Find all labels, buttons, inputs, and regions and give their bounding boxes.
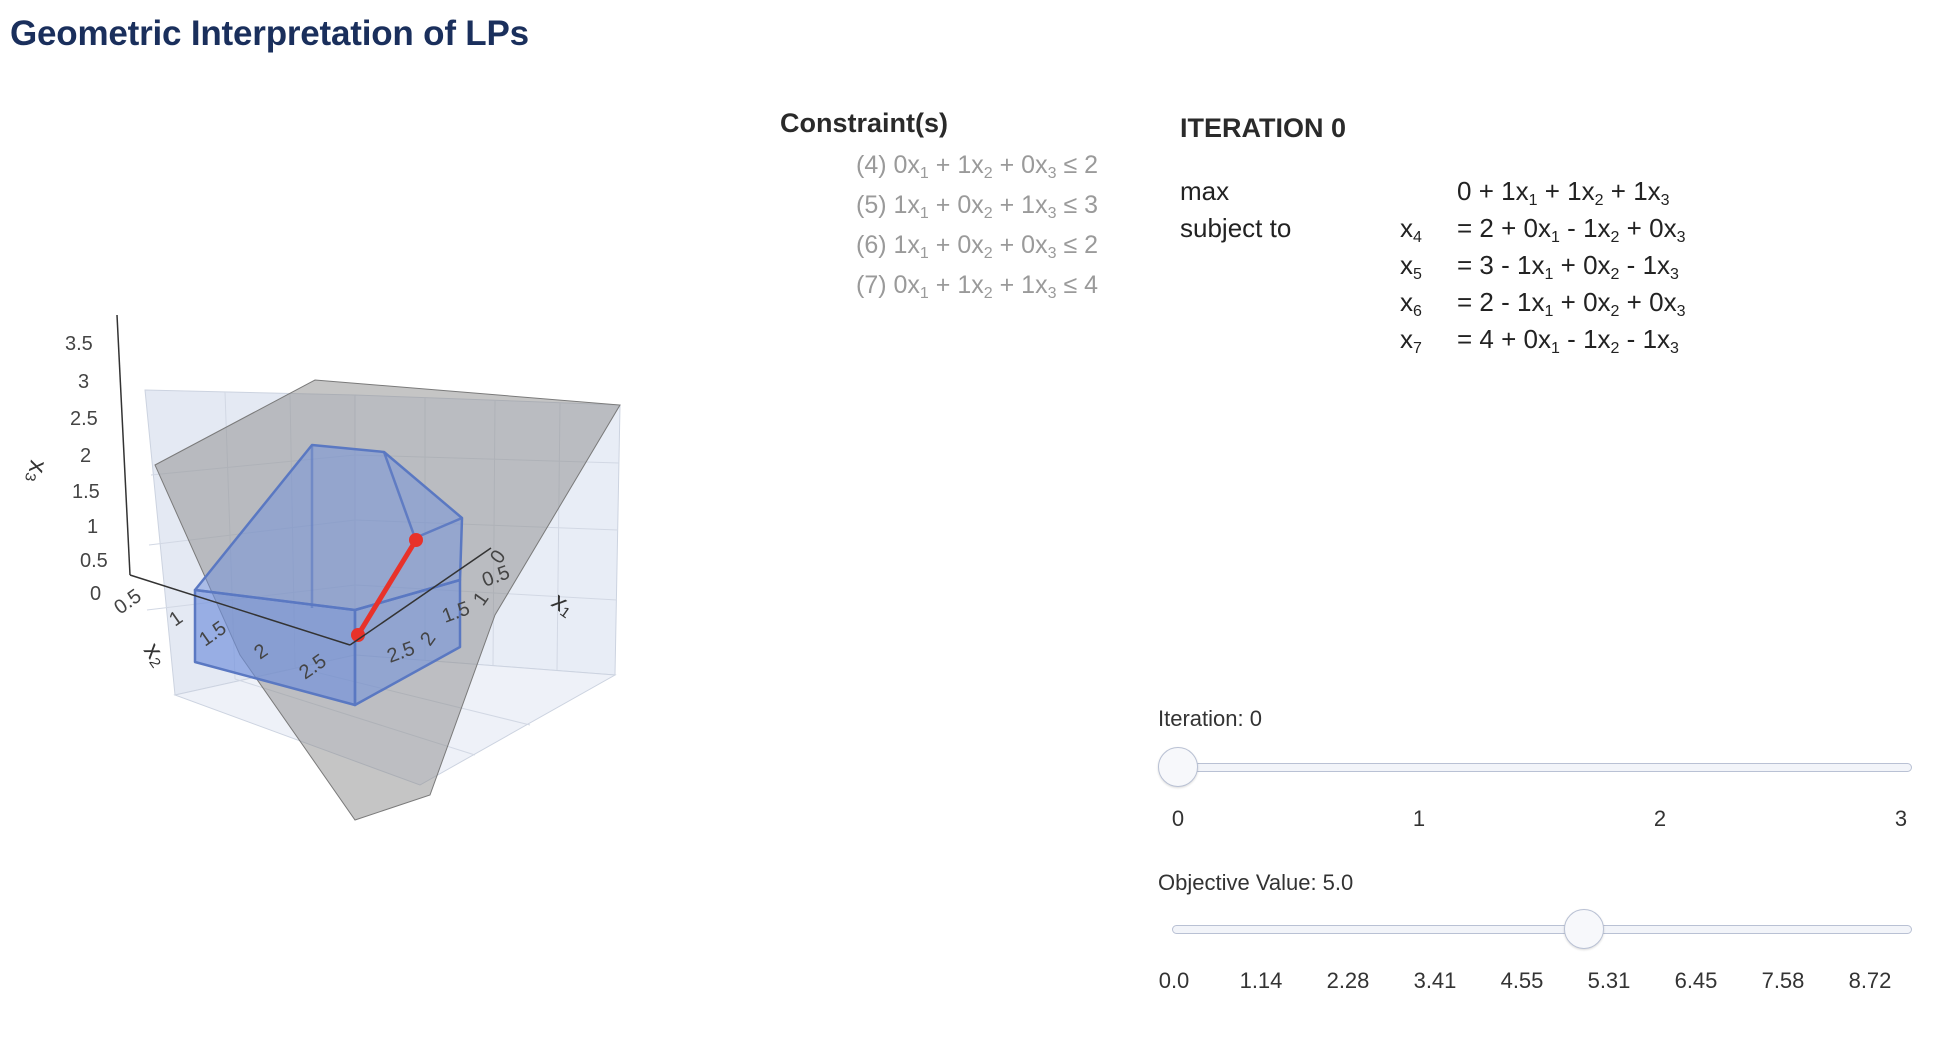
basic-variable: x6 <box>1400 287 1422 320</box>
basic-variable: x5 <box>1400 250 1422 283</box>
plot-canvas[interactable]: 3.5 3 2.5 2 1.5 1 0.5 0 x₃ 0.5 1 1.5 2 2… <box>21 314 665 875</box>
objective-tick: 4.55 <box>1500 968 1544 993</box>
row-expression: = 3 - 1x1 + 0x2 - 1x3 <box>1457 250 1679 283</box>
z-tick: 3 <box>78 371 89 393</box>
iteration-slider-label: Iteration: 0 <box>1158 706 1262 731</box>
constraint-item: (6) 1x1 + 0x2 + 0x3 ≤ 2 <box>856 231 1099 262</box>
row-expression: = 4 + 0x1 - 1x2 - 1x3 <box>1457 324 1679 357</box>
objective-slider-label: Objective Value: 5.0 <box>1158 870 1354 895</box>
y-tick: 0.5 <box>110 585 145 619</box>
z-tick: 3.5 <box>65 333 93 355</box>
objective-slider-thumb[interactable] <box>1564 909 1604 949</box>
constraints-panel: Constraint(s) (4) 0x1 + 1x2 + 0x3 ≤ 2 (5… <box>780 108 1098 305</box>
max-label: max <box>1180 176 1230 206</box>
iteration-slider-track[interactable] <box>1172 763 1912 772</box>
iteration-tick: 2 <box>1653 806 1667 831</box>
axes <box>116 314 492 646</box>
page-title: Geometric Interpretation of LPs <box>10 14 529 53</box>
objective-tick: 8.72 <box>1848 968 1892 993</box>
basic-variable: x4 <box>1400 213 1422 246</box>
feasible-region <box>193 443 464 707</box>
z-tick: 0 <box>90 583 101 605</box>
constraints-list: (4) 0x1 + 1x2 + 0x3 ≤ 2 (5) 1x1 + 0x2 + … <box>856 145 1098 305</box>
iteration-slider-block: Iteration: 0 0 1 2 3 <box>1158 706 1918 846</box>
constraint-row: x5 = 3 - 1x1 + 0x2 - 1x3 <box>1180 250 1800 287</box>
constraint-item: (4) 0x1 + 1x2 + 0x3 ≤ 2 <box>856 151 1099 182</box>
iteration-tick: 0 <box>1171 806 1185 831</box>
z-tick: 2 <box>80 445 91 467</box>
z-tick: 2.5 <box>70 408 98 430</box>
objective-tick: 0.0 <box>1158 968 1190 993</box>
simplex-path <box>351 533 423 642</box>
objective-tick: 7.58 <box>1761 968 1805 993</box>
subject-to-label: subject to <box>1180 213 1292 243</box>
z-tick: 1 <box>87 516 98 538</box>
iteration-heading: ITERATION 0 <box>1180 113 1347 143</box>
row-expression: = 2 - 1x1 + 0x2 + 0x3 <box>1457 287 1686 320</box>
constraint-item: (5) 1x1 + 0x2 + 1x3 ≤ 3 <box>856 191 1099 222</box>
objective-slider-track[interactable] <box>1172 925 1912 934</box>
path-point-start <box>351 628 365 642</box>
objective-tick: 3.41 <box>1413 968 1457 993</box>
objective-tick: 2.28 <box>1326 968 1370 993</box>
constraint-row: x6 = 2 - 1x1 + 0x2 + 0x3 <box>1180 287 1800 324</box>
z-axis-label: x₃ <box>21 458 53 485</box>
constraint-item: (7) 0x1 + 1x2 + 1x3 ≤ 4 <box>856 271 1099 302</box>
constraint-row: x7 = 4 + 0x1 - 1x2 - 1x3 <box>1180 324 1800 361</box>
iteration-slider-thumb[interactable] <box>1158 747 1198 787</box>
constraints-heading: Constraint(s) <box>780 108 948 138</box>
y-axis-label: x₂ <box>138 637 174 671</box>
objective-tick: 5.31 <box>1587 968 1631 993</box>
lp-3d-plot[interactable]: 3.5 3 2.5 2 1.5 1 0.5 0 x₃ 0.5 1 1.5 2 2… <box>21 314 665 875</box>
constraint-row: subject to x4 = 2 + 0x1 - 1x2 + 0x3 <box>1180 213 1800 250</box>
path-point-end <box>409 533 423 547</box>
z-tick: 0.5 <box>80 550 108 572</box>
basic-variable: x7 <box>1400 324 1422 357</box>
iteration-panel: ITERATION 0 max 0 + 1x1 + 1x2 + 1x3 subj… <box>1180 113 1685 357</box>
objective-tick: 6.45 <box>1674 968 1718 993</box>
objective-slider-block: Objective Value: 5.0 0.0 1.14 2.28 3.41 … <box>1158 870 1918 1010</box>
z-axis-ticks: 3.5 3 2.5 2 1.5 1 0.5 0 <box>65 333 108 605</box>
objective-row: max 0 + 1x1 + 1x2 + 1x3 <box>1180 176 1800 213</box>
iteration-tick: 3 <box>1894 806 1908 831</box>
objective-tick: 1.14 <box>1239 968 1283 993</box>
row-expression: = 2 + 0x1 - 1x2 + 0x3 <box>1457 213 1686 246</box>
iteration-tick: 1 <box>1412 806 1426 831</box>
objective-expression: 0 + 1x1 + 1x2 + 1x3 <box>1457 176 1670 209</box>
lp-dictionary: max 0 + 1x1 + 1x2 + 1x3 subject to x4 = … <box>1180 176 1800 361</box>
z-tick: 1.5 <box>72 481 100 503</box>
